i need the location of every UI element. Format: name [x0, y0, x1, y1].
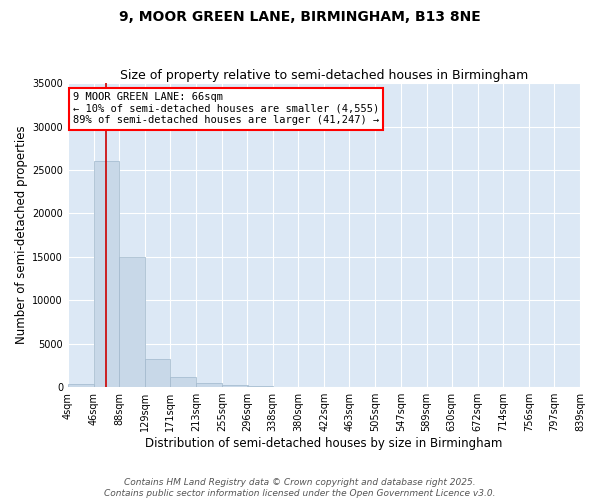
Bar — [119, 257, 145, 387]
Bar — [222, 385, 248, 387]
Bar — [94, 162, 119, 387]
X-axis label: Distribution of semi-detached houses by size in Birmingham: Distribution of semi-detached houses by … — [145, 437, 503, 450]
Bar — [145, 360, 170, 387]
Bar — [196, 382, 222, 387]
Bar — [170, 376, 196, 387]
Bar — [247, 386, 273, 387]
Text: Contains HM Land Registry data © Crown copyright and database right 2025.
Contai: Contains HM Land Registry data © Crown c… — [104, 478, 496, 498]
Text: 9 MOOR GREEN LANE: 66sqm
← 10% of semi-detached houses are smaller (4,555)
89% o: 9 MOOR GREEN LANE: 66sqm ← 10% of semi-d… — [73, 92, 379, 126]
Title: Size of property relative to semi-detached houses in Birmingham: Size of property relative to semi-detach… — [120, 69, 528, 82]
Bar — [68, 384, 94, 387]
Y-axis label: Number of semi-detached properties: Number of semi-detached properties — [15, 126, 28, 344]
Text: 9, MOOR GREEN LANE, BIRMINGHAM, B13 8NE: 9, MOOR GREEN LANE, BIRMINGHAM, B13 8NE — [119, 10, 481, 24]
